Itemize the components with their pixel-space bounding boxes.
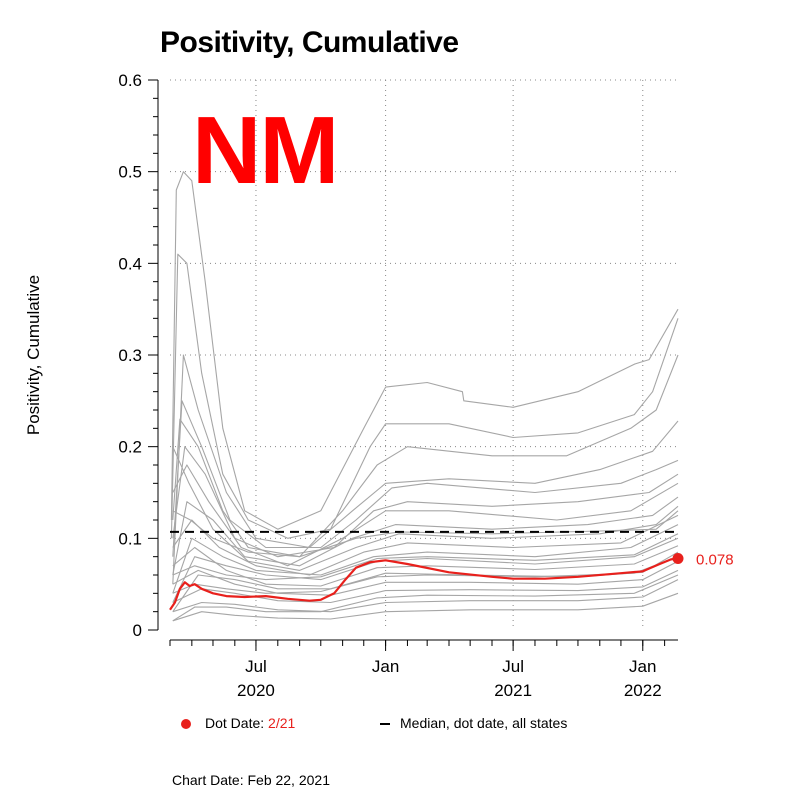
background-series-line (172, 354, 679, 585)
y-tick-label: 0.4 (118, 254, 142, 273)
state-label: NM (192, 97, 339, 204)
background-series-line (172, 354, 679, 558)
y-tick-label: 0.5 (118, 163, 142, 182)
legend-median-label: Median, dot date, all states (400, 715, 568, 731)
dot-value-label: 0.078 (696, 552, 734, 569)
background-series-line (172, 537, 679, 603)
y-tick-label: 0.1 (118, 529, 142, 548)
background-series-line (172, 524, 679, 594)
y-tick-label: 0 (133, 621, 142, 640)
chart-date: Chart Date: Feb 22, 2021 (172, 772, 330, 788)
y-tick-label: 0.6 (118, 71, 142, 90)
background-series-line (172, 579, 679, 613)
background-series-line (172, 446, 679, 558)
legend-median-item: Median, dot date, all states (400, 715, 567, 731)
background-series-line (172, 496, 679, 576)
chart-title: Positivity, Cumulative (160, 26, 459, 59)
y-tick-label: 0.2 (118, 438, 142, 457)
background-series-line (172, 464, 679, 567)
y-tick-label: 0.3 (118, 346, 142, 365)
y-axis-label: Positivity, Cumulative (24, 274, 43, 436)
x-year-label: 2020 (237, 681, 275, 700)
legend-dot-item: Dot Date: 2/21 (205, 715, 295, 731)
background-series-line (172, 400, 679, 557)
highlight-series-line (169, 557, 679, 611)
background-series-line (172, 560, 679, 596)
dot-marker (672, 553, 684, 564)
legend-dot-marker (181, 719, 191, 729)
background-series-line (172, 514, 679, 576)
background-series-line (170, 253, 679, 539)
legend-dot-date: 2/21 (268, 715, 296, 731)
background-series-line (172, 574, 679, 622)
x-tick-label: Jul (502, 657, 524, 676)
legend-dot-label: Dot Date: (205, 715, 265, 731)
background-series-line (172, 592, 679, 622)
background-series-line (172, 569, 679, 604)
x-tick-label: Jul (245, 657, 267, 676)
x-tick-label: Jan (372, 657, 399, 676)
x-tick-label: Jan (629, 657, 656, 676)
legend-median-marker (380, 723, 390, 725)
background-series-line (170, 171, 679, 530)
x-year-label: 2021 (494, 681, 532, 700)
background-series-line (172, 533, 679, 581)
background-series-line (172, 556, 679, 594)
x-year-label: 2022 (624, 681, 662, 700)
